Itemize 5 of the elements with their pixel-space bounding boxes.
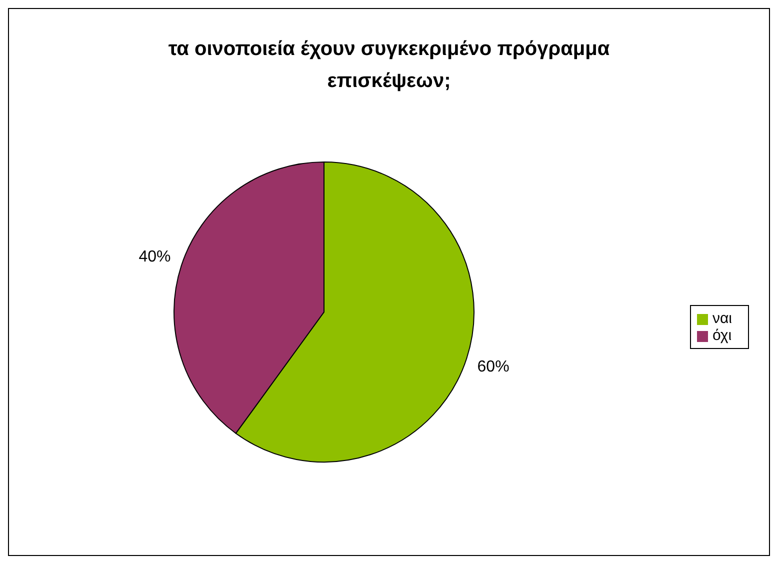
legend-label: όχι bbox=[712, 327, 732, 344]
chart-title: τα οινοποιεία έχουν συγκεκριμένο πρόγραμμα επισκέψεων; bbox=[167, 37, 611, 94]
legend-label: ναι bbox=[712, 310, 732, 327]
data-label: 40% bbox=[138, 248, 171, 266]
data-label: 60% bbox=[477, 358, 510, 376]
